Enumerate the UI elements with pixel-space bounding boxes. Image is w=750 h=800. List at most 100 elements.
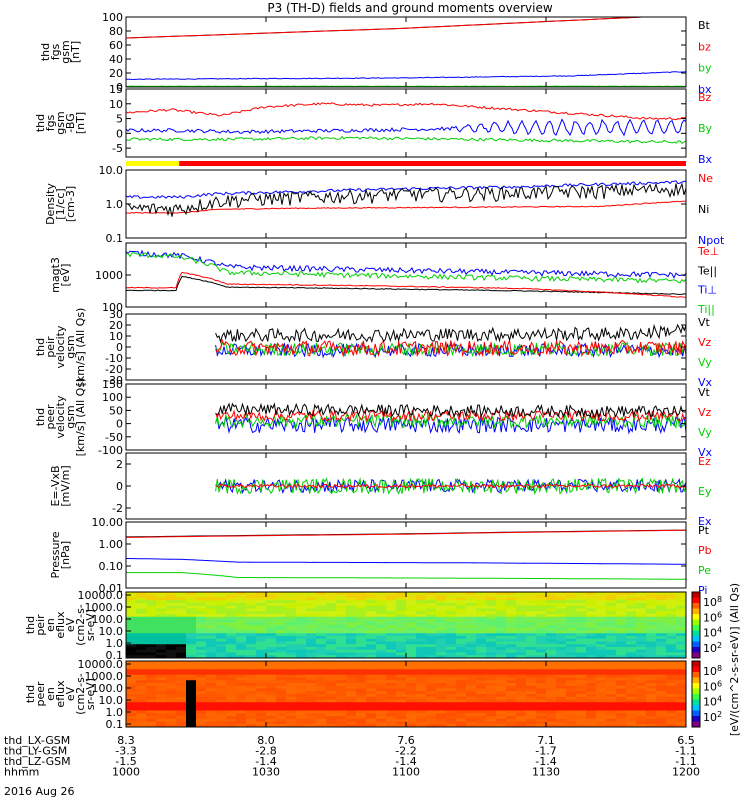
spectrogram-cell (296, 688, 307, 692)
spectrogram-cell (476, 619, 487, 623)
spectrogram-cell (556, 674, 567, 679)
spectrogram-cell (386, 655, 397, 658)
spectrogram-cell (576, 683, 587, 687)
spectrogram-cell (136, 636, 147, 640)
spectrogram-cell (346, 702, 357, 706)
spectrogram-cell (596, 614, 607, 618)
spectrogram-cell (396, 616, 407, 621)
spectrogram-cell (126, 641, 137, 645)
spectrogram-cell (546, 600, 557, 604)
spectrogram-cell (376, 688, 387, 692)
spectrogram-cell (366, 633, 377, 637)
spectrogram-cell (306, 597, 317, 601)
spectrogram-cell (586, 647, 597, 651)
spectrogram-cell (416, 721, 427, 725)
spectrogram-cell (486, 674, 497, 679)
spectrogram-cell (246, 619, 257, 623)
spectrogram-cell (646, 674, 657, 679)
spectrogram-cell (296, 625, 307, 629)
spectrogram-cell (326, 724, 337, 727)
spectrogram-cell (186, 669, 197, 673)
spectrogram-cell (356, 647, 367, 651)
spectrogram-cell (496, 614, 507, 618)
spectrogram-cell (256, 721, 267, 725)
spectrogram-cell (486, 638, 497, 643)
spectrogram-cell (286, 622, 297, 626)
spectrogram-cell (316, 603, 327, 607)
spectrogram-cell (426, 724, 437, 727)
spectrogram-cell (366, 592, 377, 596)
spectrogram-cell (226, 638, 237, 643)
spectrogram-cell (166, 592, 177, 596)
spectrogram-cell (266, 605, 277, 610)
colorbar-segment (692, 597, 700, 604)
spectrogram-cell (436, 713, 447, 717)
spectrogram-cell (506, 669, 517, 673)
spectrogram-cell (516, 716, 527, 720)
spectrogram-cell (576, 630, 587, 634)
spectrogram-cell (186, 685, 197, 690)
spectrogram-cell (416, 649, 427, 654)
y-tick-label: 10.0 (99, 625, 124, 638)
spectrogram-cell (156, 611, 167, 615)
spectrogram-cell (176, 652, 187, 656)
spectrogram-cell (606, 614, 617, 618)
spectrogram-cell (576, 600, 587, 604)
y-axis-label: peir (34, 614, 47, 636)
spectrogram-cell (616, 597, 627, 601)
spectrogram-cell (336, 649, 347, 654)
spectrogram-cell (676, 716, 686, 720)
spectrogram-cell (456, 594, 467, 599)
spectrogram-cell (236, 666, 247, 670)
spectrogram-cell (326, 677, 337, 681)
spectrogram-cell (676, 718, 686, 723)
spectrogram-cell (566, 616, 577, 621)
spectrogram-cell (526, 694, 537, 698)
spectrogram-cell (456, 707, 467, 712)
spectrogram-cell (156, 614, 167, 618)
spectrogram-cell (586, 641, 597, 645)
spectrogram-cell (146, 619, 157, 623)
spectrogram-cell (536, 608, 547, 612)
spectrogram-cell (206, 694, 217, 698)
spectrogram-cell (256, 603, 267, 607)
spectrogram-cell (276, 707, 287, 712)
spectrogram-cell (446, 685, 457, 690)
spectrogram-cell (656, 594, 667, 599)
spectrogram-cell (266, 630, 277, 634)
spectrogram-cell (386, 713, 397, 717)
spectrogram-cell (456, 641, 467, 645)
x-row-value: 7.6 (397, 734, 415, 747)
spectrogram-cell (136, 674, 147, 679)
spectrogram-cell (486, 622, 497, 626)
spectrogram-cell (236, 647, 247, 651)
spectrogram-cell (156, 680, 167, 684)
spectrogram-cell (536, 597, 547, 601)
spectrogram-cell (556, 661, 567, 665)
spectrogram-cell (616, 669, 627, 673)
spectrogram-cell (516, 707, 527, 712)
spectrogram-cell (536, 655, 547, 658)
x-row-value: 8.3 (117, 734, 135, 747)
y-tick-label: 1.0 (106, 198, 124, 211)
figure-title: P3 (TH-D) fields and ground moments over… (267, 1, 552, 15)
spectrogram-cell (246, 666, 257, 670)
spectrogram-cell (456, 600, 467, 604)
spectrogram-cell (486, 614, 497, 618)
spectrogram-cell (646, 702, 657, 706)
spectrogram-cell (566, 702, 577, 706)
spectrogram-cell (276, 633, 287, 637)
spectrogram-cell (646, 694, 657, 698)
spectrogram-cell (256, 702, 267, 706)
y-tick-label: 0 (116, 418, 123, 431)
spectrogram-cell (126, 661, 137, 665)
x-row-value: -1.4 (255, 755, 276, 768)
spectrogram-cell (126, 672, 137, 676)
spectrogram-cell (656, 716, 667, 720)
spectrogram-cell (616, 611, 627, 615)
spectrogram-cell (406, 663, 417, 668)
spectrogram-cell (226, 696, 237, 701)
spectrogram-cell (526, 666, 537, 670)
spectrogram-cell (306, 707, 317, 712)
spectrogram-cell (416, 633, 427, 637)
